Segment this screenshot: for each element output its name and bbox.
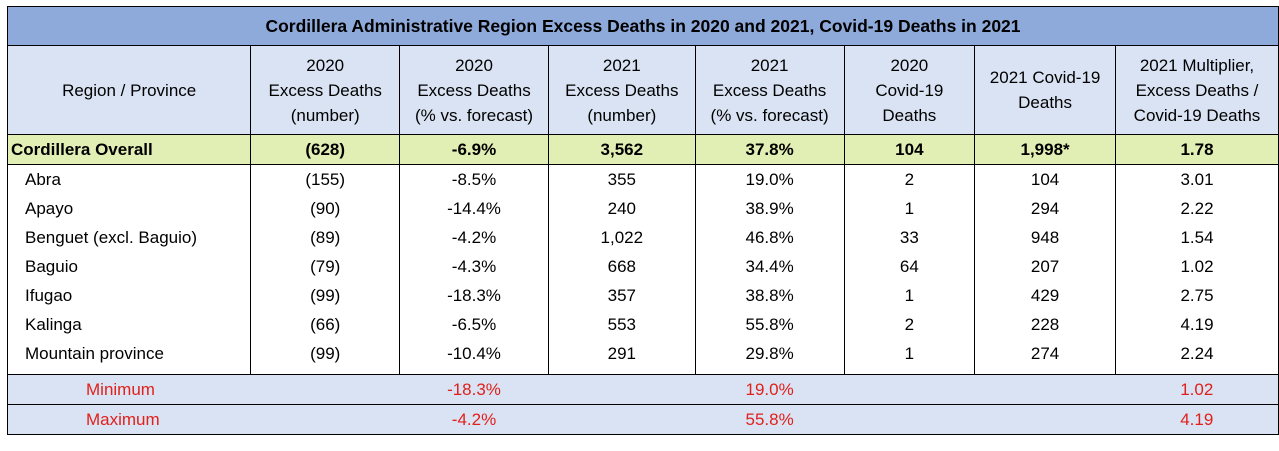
cell-2021-excess-number: 357 <box>547 281 696 310</box>
maximum-2020-excess-pct: -4.2% <box>399 404 549 435</box>
province-name: Benguet (excl. Baguio) <box>6 223 252 252</box>
cell-2020-excess-number: (155) <box>250 164 401 194</box>
cell-2021-excess-pct: 29.8% <box>694 339 845 368</box>
cell-2020-excess-pct: -10.4% <box>399 339 549 368</box>
cell-2021-excess-number: 240 <box>547 194 696 223</box>
cell-2021-multiplier: 2.75 <box>1114 281 1279 310</box>
overall-2021-excess-pct: 37.8% <box>694 134 845 165</box>
cell-2020-covid-deaths: 2 <box>843 164 976 194</box>
cell-2021-excess-number: 668 <box>547 252 696 281</box>
table-row: Kalinga (66) -6.5% 553 55.8% 2 228 4.19 <box>6 310 1279 339</box>
maximum-label: Maximum <box>6 404 251 435</box>
cell-2020-covid-deaths: 1 <box>843 339 976 368</box>
table-row: Mountain province (99) -10.4% 291 29.8% … <box>6 339 1279 368</box>
table-row: Ifugao (99) -18.3% 357 38.8% 1 429 2.75 <box>6 281 1279 310</box>
overall-2021-covid-deaths: 1,998* <box>974 134 1116 165</box>
cell-2020-excess-number: (90) <box>250 194 401 223</box>
table-row: Baguio (79) -4.3% 668 34.4% 64 207 1.02 <box>6 252 1279 281</box>
table-title: Cordillera Administrative Region Excess … <box>7 6 1279 46</box>
header-2020-excess-pct: 2020 Excess Deaths (% vs. forecast) <box>399 45 549 135</box>
cell-2021-excess-pct: 19.0% <box>694 164 845 194</box>
cell-2021-multiplier: 4.19 <box>1114 310 1279 339</box>
cell-2021-multiplier: 2.24 <box>1114 339 1279 368</box>
cell-2021-multiplier: 1.54 <box>1114 223 1279 252</box>
title-row: Cordillera Administrative Region Excess … <box>7 6 1279 46</box>
cell-2020-excess-number: (79) <box>250 252 401 281</box>
cell-2020-excess-number: (99) <box>250 339 401 368</box>
cell-2021-excess-pct: 38.8% <box>694 281 845 310</box>
cell-2020-excess-number: (99) <box>250 281 401 310</box>
excess-deaths-table: Cordillera Administrative Region Excess … <box>6 6 1279 435</box>
cell-2021-covid-deaths: 207 <box>974 252 1116 281</box>
overall-2021-excess-number: 3,562 <box>547 134 696 165</box>
cell-2020-excess-pct: -4.2% <box>399 223 549 252</box>
maximum-row: Maximum -4.2% 55.8% 4.19 <box>6 404 1279 435</box>
overall-2021-multiplier: 1.78 <box>1114 134 1279 165</box>
header-row: Region / Province 2020 Excess Deaths (numb… <box>6 45 1279 135</box>
cell-2020-covid-deaths: 2 <box>843 310 976 339</box>
overall-2020-excess-number: (628) <box>250 134 401 165</box>
minimum-row: Minimum -18.3% 19.0% 1.02 <box>6 374 1279 405</box>
cell-2021-excess-number: 1,022 <box>547 223 696 252</box>
overall-name: Cordillera Overall <box>6 134 252 165</box>
minimum-label: Minimum <box>6 374 251 405</box>
cell-2020-excess-pct: -4.3% <box>399 252 549 281</box>
cell-2020-covid-deaths: 1 <box>843 281 976 310</box>
cell-2021-excess-number: 291 <box>547 339 696 368</box>
header-2021-excess-number: 2021 Excess Deaths (number) <box>547 45 696 135</box>
overall-2020-excess-pct: -6.9% <box>399 134 549 165</box>
cell-2021-excess-pct: 38.9% <box>694 194 845 223</box>
cell-2021-covid-deaths: 429 <box>974 281 1116 310</box>
table-row: Abra (155) -8.5% 355 19.0% 2 104 3.01 <box>6 164 1279 194</box>
cell-2021-covid-deaths: 104 <box>974 164 1116 194</box>
table-row: Apayo (90) -14.4% 240 38.9% 1 294 2.22 <box>6 194 1279 223</box>
cell-2021-excess-pct: 46.8% <box>694 223 845 252</box>
cell-2020-excess-number: (89) <box>250 223 401 252</box>
header-2021-excess-pct: 2021 Excess Deaths (% vs. forecast) <box>694 45 845 135</box>
cell-2020-covid-deaths: 64 <box>843 252 976 281</box>
overall-row: Cordillera Overall (628) -6.9% 3,562 37.… <box>6 134 1279 165</box>
cell-2020-excess-pct: -8.5% <box>399 164 549 194</box>
excess-deaths-table-container: Cordillera Administrative Region Excess … <box>6 6 1279 435</box>
cell-2021-covid-deaths: 294 <box>974 194 1116 223</box>
cell-2021-excess-number: 355 <box>547 164 696 194</box>
province-name: Kalinga <box>6 310 252 339</box>
cell-2021-excess-pct: 55.8% <box>694 310 845 339</box>
cell-2020-excess-pct: -6.5% <box>399 310 549 339</box>
province-name: Apayo <box>6 194 252 223</box>
cell-2020-excess-number: (66) <box>250 310 401 339</box>
minimum-2021-multiplier: 1.02 <box>1115 374 1279 405</box>
cell-2021-covid-deaths: 274 <box>974 339 1116 368</box>
maximum-2021-excess-pct: 55.8% <box>695 404 844 435</box>
province-name: Abra <box>6 164 252 194</box>
cell-2021-multiplier: 3.01 <box>1114 164 1279 194</box>
cell-2021-covid-deaths: 948 <box>974 223 1116 252</box>
province-name: Mountain province <box>6 339 252 368</box>
header-2021-multiplier: 2021 Multiplier, Excess Deaths / Covid-19 … <box>1114 45 1279 135</box>
cell-2020-excess-pct: -18.3% <box>399 281 549 310</box>
province-name: Baguio <box>6 252 252 281</box>
cell-2021-multiplier: 1.02 <box>1114 252 1279 281</box>
cell-2021-excess-pct: 34.4% <box>694 252 845 281</box>
cell-2020-excess-pct: -14.4% <box>399 194 549 223</box>
minimum-2021-excess-pct: 19.0% <box>695 374 844 405</box>
minimum-2020-excess-pct: -18.3% <box>399 374 549 405</box>
header-2020-covid-deaths: 2020 Covid-19 Deaths <box>843 45 976 135</box>
overall-2020-covid-deaths: 104 <box>843 134 976 165</box>
header-region: Region / Province <box>6 45 252 135</box>
cell-2020-covid-deaths: 33 <box>843 223 976 252</box>
header-2020-excess-number: 2020 Excess Deaths (number) <box>250 45 401 135</box>
cell-2021-multiplier: 2.22 <box>1114 194 1279 223</box>
province-name: Ifugao <box>6 281 252 310</box>
cell-2021-excess-number: 553 <box>547 310 696 339</box>
cell-2021-covid-deaths: 228 <box>974 310 1116 339</box>
table-row: Benguet (excl. Baguio) (89) -4.2% 1,022 … <box>6 223 1279 252</box>
header-2021-covid-deaths: 2021 Covid-19 Deaths <box>974 45 1116 135</box>
maximum-2021-multiplier: 4.19 <box>1115 404 1279 435</box>
cell-2020-covid-deaths: 1 <box>843 194 976 223</box>
